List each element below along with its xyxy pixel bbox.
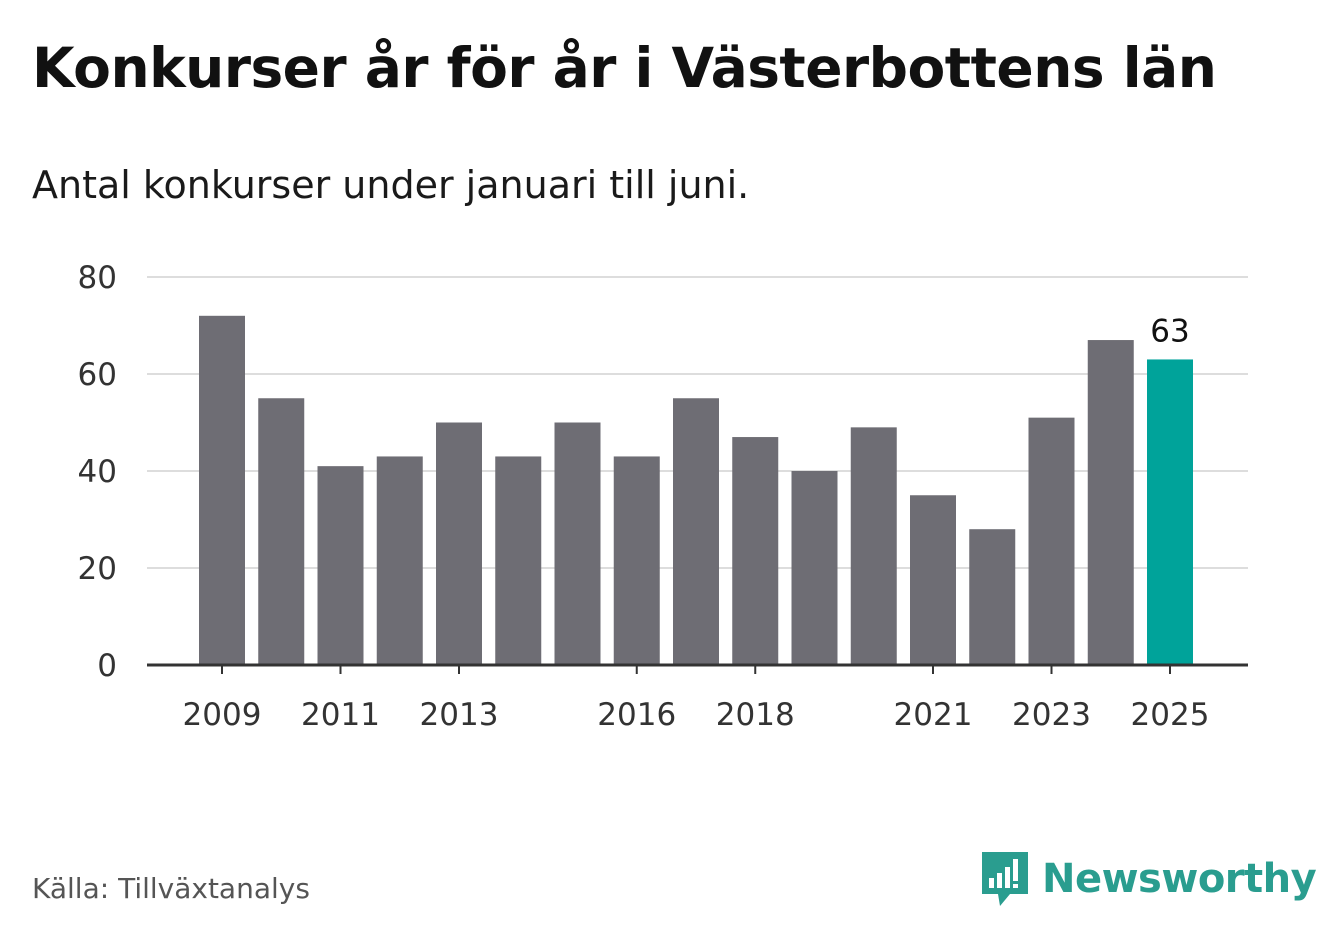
bar-2020 (850, 427, 897, 665)
x-tick-label-2009: 2009 (183, 697, 262, 733)
chart-subtitle: Antal konkurser under januari till juni. (32, 163, 750, 207)
x-axis-tick-labels: 2009 2011 2013 2016 2018 2021 2023 2025 (183, 665, 1210, 733)
bar-2014 (495, 456, 542, 665)
x-tick-label-2023: 2023 (1012, 697, 1091, 733)
x-tick-label-2013: 2013 (420, 697, 499, 733)
data-labels: 63 (1150, 313, 1189, 349)
bar-2023 (1028, 417, 1075, 665)
bar-2017 (673, 398, 719, 665)
bars (199, 315, 1193, 665)
brand-logo: Newsworthy (980, 850, 1317, 908)
bar-2010 (258, 398, 305, 665)
bar-2019 (791, 471, 838, 665)
bar-2013 (436, 422, 482, 665)
y-tick-label-40: 40 (78, 454, 117, 490)
bar-2011 (317, 466, 364, 665)
bar-2021 (910, 495, 956, 665)
x-tick-label-2016: 2016 (597, 697, 676, 733)
source-note: Källa: Tillväxtanalys (32, 872, 310, 905)
bar-2016 (613, 456, 660, 665)
y-tick-label-0: 0 (97, 648, 117, 684)
bar-2012 (376, 456, 423, 665)
bar-2025 (1147, 359, 1193, 665)
bar-2024 (1087, 340, 1134, 665)
data-label-2025: 63 (1150, 313, 1189, 349)
x-tick-label-2021: 2021 (894, 697, 973, 733)
x-tick-label-2011: 2011 (301, 697, 380, 733)
bar-2018 (732, 437, 779, 665)
y-tick-label-20: 20 (78, 551, 117, 587)
x-tick-label-2018: 2018 (716, 697, 795, 733)
bar-2009 (199, 315, 245, 665)
y-tick-label-60: 60 (78, 357, 117, 393)
bar-2022 (969, 529, 1016, 665)
bar-2015 (554, 422, 601, 665)
y-axis-tick-labels: 0 20 40 60 80 (78, 260, 117, 684)
y-tick-label-80: 80 (78, 260, 117, 296)
newsworthy-logo-icon (982, 852, 1028, 906)
x-tick-label-2025: 2025 (1131, 697, 1210, 733)
brand-name: Newsworthy (1042, 856, 1317, 902)
chart-title: Konkurser år för år i Västerbottens län (32, 36, 1217, 100)
